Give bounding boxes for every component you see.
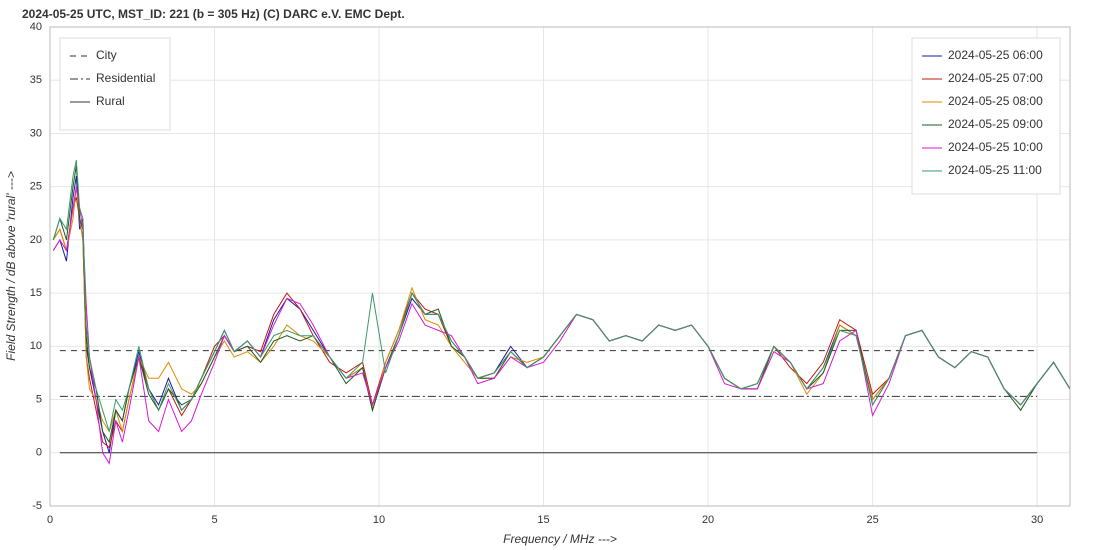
legend-label: 2024-05-25 09:00 bbox=[948, 117, 1043, 131]
y-tick-label: 5 bbox=[36, 393, 42, 405]
x-tick-label: 0 bbox=[47, 514, 53, 526]
chart-title: 2024-05-25 UTC, MST_ID: 221 (b = 305 Hz)… bbox=[22, 7, 405, 21]
y-tick-label: 30 bbox=[30, 127, 42, 139]
y-tick-label: 35 bbox=[30, 74, 42, 86]
legend-label: 2024-05-25 10:00 bbox=[948, 140, 1043, 154]
y-tick-label: 0 bbox=[36, 447, 42, 459]
y-axis-label: Field Strength / dB above 'rural' ---> bbox=[4, 171, 18, 361]
series-line bbox=[52, 175, 1070, 453]
legend-box bbox=[59, 37, 171, 131]
series-line bbox=[52, 165, 1070, 444]
y-tick-label: 25 bbox=[30, 181, 42, 193]
x-tick-label: 5 bbox=[211, 514, 217, 526]
series-line bbox=[52, 186, 1070, 433]
y-tick-label: 10 bbox=[30, 340, 42, 352]
x-tick-label: 30 bbox=[1031, 514, 1043, 526]
legend-label: Residential bbox=[96, 71, 155, 85]
plot-area bbox=[52, 159, 1070, 465]
legend-label: City bbox=[96, 48, 117, 62]
y-tick-label: -5 bbox=[32, 500, 42, 512]
series-line bbox=[52, 197, 1070, 449]
plot-frame bbox=[49, 26, 1071, 507]
legend-box bbox=[911, 37, 1061, 195]
y-tick-label: 15 bbox=[30, 287, 42, 299]
y-tick-label: 40 bbox=[30, 21, 42, 33]
series-line bbox=[52, 186, 1070, 465]
legend-label: 2024-05-25 11:00 bbox=[948, 163, 1042, 177]
x-tick-label: 20 bbox=[702, 514, 714, 526]
series-line bbox=[52, 159, 1070, 432]
x-tick-label: 15 bbox=[537, 514, 549, 526]
legend-label: 2024-05-25 07:00 bbox=[948, 71, 1043, 85]
x-axis-label: Frequency / MHz ---> bbox=[503, 532, 617, 546]
legend-label: 2024-05-25 06:00 bbox=[948, 48, 1043, 62]
y-tick-label: 20 bbox=[30, 234, 42, 246]
x-tick-label: 10 bbox=[373, 514, 385, 526]
legend-label: Rural bbox=[96, 94, 125, 108]
x-tick-label: 25 bbox=[866, 514, 878, 526]
legend-label: 2024-05-25 08:00 bbox=[948, 94, 1043, 108]
